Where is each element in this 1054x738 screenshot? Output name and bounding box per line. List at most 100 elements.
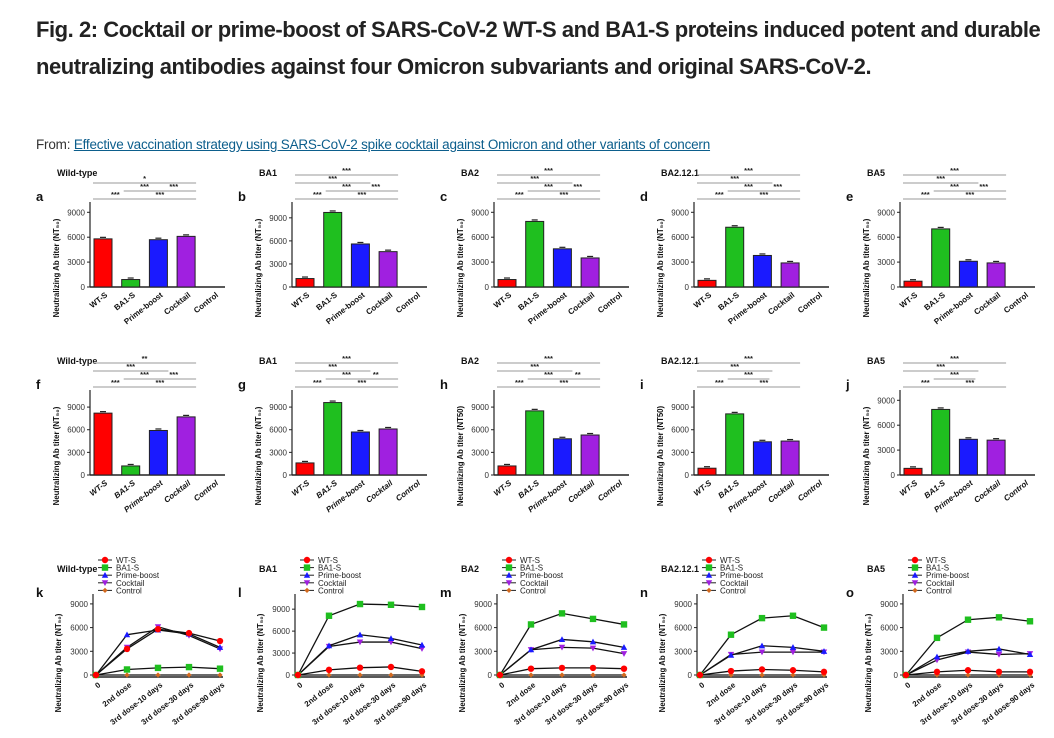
y-axis-label: Neutralizing Ab titer (NT₅₀) xyxy=(862,406,871,505)
y-tick-label: 3000 xyxy=(674,647,692,656)
data-point-prime-boost xyxy=(558,636,566,643)
legend-marker xyxy=(911,580,919,586)
x-tick-label: Cocktail xyxy=(162,290,192,316)
data-point-control xyxy=(326,672,332,678)
data-point-ba1-s xyxy=(964,616,972,623)
bar-wt-s xyxy=(697,279,717,288)
significance-label: *** xyxy=(730,174,739,183)
x-tick-label: 3rd dose-30 days xyxy=(949,680,1005,727)
legend-label: Control xyxy=(520,586,546,595)
series-line-ba1-s xyxy=(297,603,423,676)
figure-title: Fig. 2: Cocktail or prime-boost of SARS-… xyxy=(36,17,1041,79)
bar-wt-s xyxy=(93,412,113,476)
data-point-ba1-s xyxy=(620,621,628,628)
x-tick-label: BA1-S xyxy=(716,478,741,500)
legend-marker xyxy=(911,564,919,571)
significance-label: *** xyxy=(313,378,322,387)
panel-o: BA5 o Neutralizing Ab titer (NT₅₀) 0 3000 600… xyxy=(846,556,1037,727)
y-tick-label: 9000 xyxy=(67,208,85,217)
y-tick-label: 6000 xyxy=(877,421,895,430)
panel-letter: d xyxy=(640,189,648,204)
x-tick-label: Cocktail xyxy=(766,478,797,505)
legend-marker xyxy=(101,564,109,571)
y-tick-label: 3000 xyxy=(67,258,85,267)
data-point-ba1-s xyxy=(154,664,162,672)
y-tick-label: 6000 xyxy=(269,426,287,435)
data-point-prime-boost xyxy=(527,646,535,653)
x-tick-label: 3rd dose-90 days xyxy=(170,680,226,727)
x-tick-label: 3rd dose-90 days xyxy=(980,680,1036,727)
data-point-prime-boost xyxy=(418,641,426,648)
x-tick-label: Control xyxy=(192,478,221,503)
significance-label: *** xyxy=(358,378,367,387)
data-point-ba1-s xyxy=(789,612,797,619)
data-point-prime-boost xyxy=(589,638,597,645)
legend-marker xyxy=(505,572,513,578)
panel-letter: j xyxy=(845,377,850,392)
x-tick-label: Control xyxy=(596,478,625,503)
y-axis-label: Neutralizing Ab titer (NT50) xyxy=(456,405,465,506)
significance-label: *** xyxy=(126,362,135,371)
significance-label: *** xyxy=(111,190,120,199)
bar-wt-s xyxy=(697,467,717,476)
legend-marker xyxy=(705,580,713,586)
significance-label: *** xyxy=(950,354,959,363)
data-point-wt-s xyxy=(589,664,597,672)
y-tick-label: 0 xyxy=(488,671,493,680)
bar-ba1-s xyxy=(323,211,343,288)
bar-cocktail xyxy=(176,416,196,476)
legend-marker xyxy=(506,587,512,593)
legend-marker xyxy=(505,556,513,564)
y-tick-label: 0 xyxy=(283,471,288,480)
bar-prime-boost xyxy=(958,260,978,288)
data-point-control xyxy=(965,672,971,678)
bar-prime-boost xyxy=(148,429,168,476)
x-tick-label: WT-S xyxy=(492,478,514,498)
panel-g: BA1 g Neutralizing Ab titer (NT₅₀) 0 3000 600… xyxy=(238,354,427,514)
data-point-wt-s xyxy=(294,671,302,679)
y-tick-label: 9000 xyxy=(474,600,492,609)
x-tick-label: 0 xyxy=(93,680,102,690)
y-axis-label: Neutralizing Ab titer (NT₅₀) xyxy=(52,406,61,505)
data-point-wt-s xyxy=(387,663,395,671)
x-tick-label: Control xyxy=(394,478,423,503)
data-point-ba1-s xyxy=(1026,618,1034,625)
significance-label: *** xyxy=(760,190,769,199)
legend-label: Cocktail xyxy=(318,579,347,588)
y-axis-label: Neutralizing Ab titer (NT₅₀) xyxy=(458,613,467,712)
bar-prime-boost xyxy=(752,441,772,476)
data-point-cocktail xyxy=(620,651,628,657)
y-tick-label: 9000 xyxy=(880,600,898,609)
y-tick-label: 9000 xyxy=(471,208,489,217)
panel-e: BA5 e Neutralizing Ab titer (NT₅₀) 0 3000 600… xyxy=(846,166,1035,326)
data-point-cocktail xyxy=(758,649,766,656)
significance-label: *** xyxy=(715,378,724,387)
bar-wt-s xyxy=(295,462,315,476)
y-tick-label: 0 xyxy=(894,671,899,680)
y-tick-label: 0 xyxy=(685,283,690,292)
x-tick-label: Cocktail xyxy=(972,478,1003,505)
significance-label: *** xyxy=(730,362,739,371)
legend-label: Prime-boost xyxy=(318,571,362,580)
bar-cocktail xyxy=(580,434,600,476)
x-tick-label: Control xyxy=(192,290,220,315)
bar-ba1-s xyxy=(323,402,343,476)
significance-label: *** xyxy=(921,190,930,199)
data-point-prime-boost xyxy=(620,644,628,650)
source-article-link[interactable]: Effective vaccination strategy using SAR… xyxy=(73,137,711,152)
legend-label: Control xyxy=(116,586,142,595)
legend-marker xyxy=(101,572,109,578)
significance-label: *** xyxy=(979,182,988,191)
bar-prime-boost xyxy=(350,243,370,288)
data-point-ba1-s xyxy=(758,614,766,622)
x-tick-label: Cocktail xyxy=(566,290,596,316)
y-axis-label: Neutralizing Ab titer (NT₅₀) xyxy=(658,613,667,712)
y-tick-label: 6000 xyxy=(671,233,689,242)
legend-marker xyxy=(705,556,713,564)
data-point-wt-s xyxy=(902,671,910,679)
x-tick-label: WT-S xyxy=(290,478,312,498)
data-point-ba1-s xyxy=(527,621,535,628)
y-tick-label: 3000 xyxy=(671,448,689,457)
panel-l: BA1 l Neutralizing Ab titer (NT₅₀) 0 3000 600… xyxy=(238,556,429,727)
panel-title: BA5 xyxy=(867,564,885,574)
